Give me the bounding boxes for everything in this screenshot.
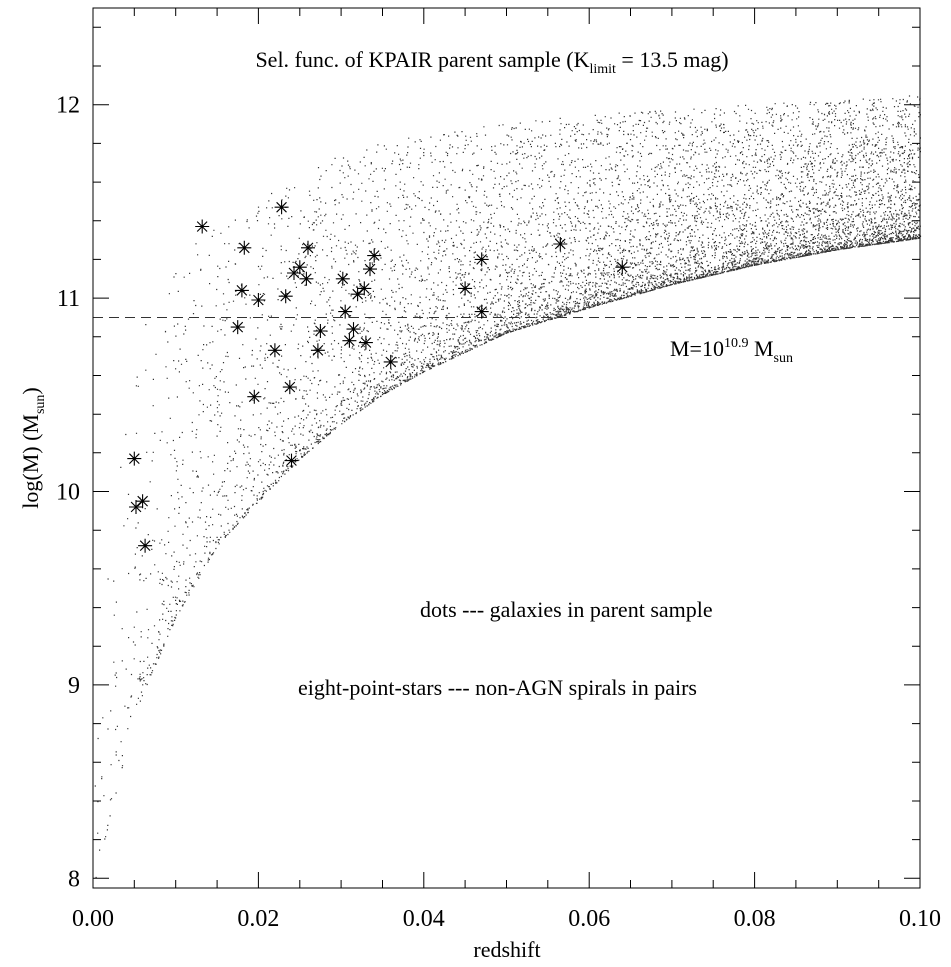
- y-tick-label: 8: [68, 866, 80, 892]
- spiral-star-point: [301, 240, 315, 255]
- spiral-star-point: [299, 271, 314, 286]
- spiral-star-point: [335, 271, 350, 286]
- legend-dots-annotation: dots --- galaxies in parent sample: [420, 597, 713, 622]
- x-tick-label: 0.04: [403, 906, 445, 932]
- spiral-star-point: [313, 324, 328, 338]
- chart-title-subscript: limit: [589, 62, 616, 77]
- spiral-star-point: [195, 219, 210, 234]
- y-axis-title-suffix: ): [18, 387, 43, 394]
- spiral-star-point: [383, 354, 398, 369]
- spiral-star-point: [287, 266, 301, 280]
- spiral-star-point: [342, 333, 357, 348]
- chart-title: Sel. func. of KPAIR parent sample (Klimi…: [255, 47, 728, 77]
- reference-line-label: M=1010.9 Msun: [670, 336, 793, 366]
- spiral-star-point: [615, 260, 630, 275]
- chart-title-prefix: Sel. func. of KPAIR parent sample (K: [255, 47, 589, 72]
- spiral-star-point: [350, 287, 365, 302]
- spiral-star-point: [274, 200, 289, 215]
- axis-ticks-layer: [92, 8, 921, 888]
- spiral-star-point: [367, 248, 382, 263]
- spiral-star-point: [553, 237, 568, 251]
- x-tick-label: 0.00: [72, 906, 114, 932]
- y-tick-labels: 8 9 10 11 12: [56, 93, 80, 893]
- spiral-star-point: [284, 453, 299, 468]
- x-tick-label: 0.08: [734, 906, 776, 932]
- spiral-star-point: [474, 304, 489, 319]
- spiral-star-point: [358, 335, 373, 350]
- chart-title-suffix: = 13.5 mag): [616, 47, 729, 72]
- reference-label-subscript: sun: [774, 351, 793, 366]
- x-tick-label: 0.10: [899, 906, 941, 932]
- spiral-star-point: [278, 289, 293, 304]
- spiral-star-point: [234, 283, 249, 298]
- y-axis-title: log(M) (Msun): [18, 387, 48, 509]
- spiral-star-point: [251, 293, 266, 307]
- spiral-stars-layer: [127, 200, 630, 553]
- y-axis-title-subscript: sun: [33, 395, 48, 414]
- x-tick-label: 0.06: [568, 906, 610, 932]
- spiral-star-point: [247, 389, 262, 404]
- spiral-star-point: [357, 281, 372, 296]
- spiral-star-point: [458, 281, 473, 296]
- spiral-star-point: [346, 322, 361, 337]
- y-axis-title-prefix: log(M) (M: [18, 414, 43, 509]
- spiral-star-point: [230, 320, 245, 335]
- legend-stars-annotation: eight-point-stars --- non-AGN spirals in…: [298, 675, 697, 700]
- spiral-star-point: [267, 343, 282, 358]
- spiral-star-point: [292, 260, 307, 275]
- y-tick-label: 11: [57, 286, 80, 312]
- axis-ticks: [92, 8, 921, 888]
- x-tick-label: 0.02: [237, 906, 279, 932]
- spiral-star-point: [474, 252, 489, 267]
- y-tick-label: 9: [68, 673, 80, 699]
- x-tick-labels: 0.00 0.02 0.04 0.06 0.08 0.10: [72, 906, 941, 932]
- spiral-star-point: [338, 304, 353, 319]
- spiral-star-point: [127, 451, 142, 466]
- galaxy-dots-layer: [94, 95, 922, 879]
- reference-label-middle: M: [748, 336, 773, 361]
- reference-label-superscript: 10.9: [724, 336, 749, 351]
- x-axis-title: redshift: [473, 937, 540, 962]
- spiral-star-point: [282, 380, 297, 395]
- spiral-star-point: [138, 538, 153, 553]
- spiral-star-point: [135, 494, 150, 509]
- spiral-star-point: [363, 262, 377, 277]
- spiral-star-point: [310, 343, 325, 358]
- y-tick-label: 12: [56, 93, 80, 119]
- galaxy-dots: [94, 95, 922, 879]
- reference-label-prefix: M=10: [670, 336, 724, 361]
- spiral-star-point: [237, 240, 252, 255]
- y-tick-label: 10: [56, 480, 80, 506]
- spiral-star-point: [129, 500, 143, 514]
